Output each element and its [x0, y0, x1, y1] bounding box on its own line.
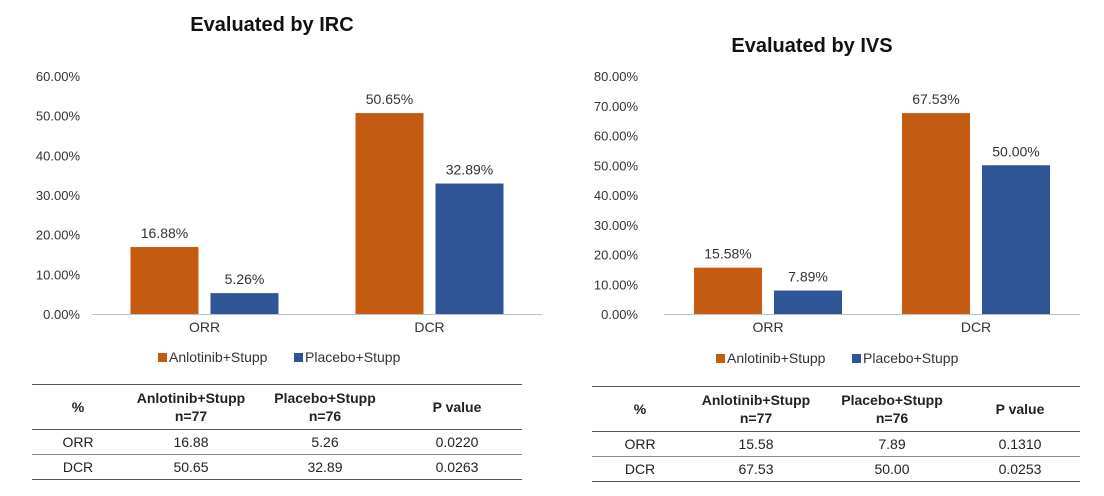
table-row: DCR 67.53 50.00 0.0253 — [592, 456, 1080, 482]
bar-anlotinib-dcr — [355, 113, 424, 314]
legend-label: Placebo+Stupp — [863, 350, 959, 366]
ivs-chart: Evaluated by IVS 0.00% 10.00% 20.00% 30.00% 4… — [594, 35, 1080, 366]
table-row: ORR 16.88 5.26 0.0220 — [32, 429, 522, 455]
data-label: 50.00% — [992, 143, 1039, 159]
data-label: 67.53% — [912, 91, 959, 107]
y-tick-label: 50.00% — [36, 109, 81, 124]
header-p-value: P value — [392, 384, 522, 430]
data-label: 16.88% — [141, 225, 188, 241]
table-cell: DCR — [592, 456, 688, 482]
legend-label: Anlotinib+Stupp — [169, 349, 268, 365]
chart-title: Evaluated by IRC — [190, 14, 353, 36]
y-tick-label: 0.00% — [601, 307, 638, 322]
y-tick-label: 10.00% — [36, 267, 81, 282]
table-header-row: % Anlotinib+Stupp n=77 Placebo+Stupp n=76 … — [32, 384, 522, 430]
legend-label: Placebo+Stupp — [305, 349, 401, 365]
data-label: 50.65% — [366, 91, 413, 107]
y-tick-label: 60.00% — [36, 69, 81, 84]
table-cell: 0.0253 — [960, 456, 1080, 482]
category-label: ORR — [752, 319, 783, 335]
legend-swatch-anlotinib — [716, 354, 725, 363]
y-tick-label: 70.00% — [594, 99, 639, 114]
data-label: 32.89% — [446, 162, 493, 178]
chart-title: Evaluated by IVS — [731, 35, 892, 57]
data-label: 7.89% — [788, 269, 828, 285]
table-cell: 50.65 — [124, 454, 258, 480]
table-cell: 32.89 — [258, 454, 392, 480]
header-anlotinib: Anlotinib+Stupp n=77 — [688, 386, 824, 432]
data-label: 5.26% — [225, 271, 265, 287]
y-tick-label: 30.00% — [36, 188, 81, 203]
data-label: 15.58% — [704, 246, 751, 262]
y-tick-label: 20.00% — [594, 248, 639, 263]
table-cell: 50.00 — [824, 456, 960, 482]
table-cell: ORR — [32, 429, 124, 455]
y-tick-label: 30.00% — [594, 218, 639, 233]
legend-label: Anlotinib+Stupp — [727, 350, 826, 366]
table-row: DCR 50.65 32.89 0.0263 — [32, 454, 522, 480]
category-label: DCR — [961, 319, 991, 335]
bar-anlotinib-orr — [130, 247, 199, 314]
header-percent: % — [32, 384, 124, 430]
header-placebo: Placebo+Stupp n=76 — [258, 384, 392, 430]
irc-panel: Evaluated by IRC 0.00% 10.00% 20.00% 30.00% 4… — [32, 14, 542, 480]
y-tick-label: 80.00% — [594, 69, 639, 84]
legend-swatch-anlotinib — [158, 353, 167, 362]
y-tick-label: 40.00% — [36, 148, 81, 163]
y-tick-label: 10.00% — [594, 277, 639, 292]
y-tick-label: 60.00% — [594, 129, 639, 144]
table-cell: ORR — [592, 431, 688, 457]
table-row: ORR 15.58 7.89 0.1310 — [592, 431, 1080, 457]
bar-placebo-dcr — [435, 183, 504, 314]
table-cell: 0.0263 — [392, 454, 522, 480]
table-header-row: % Anlotinib+Stupp n=77 Placebo+Stupp n=76 … — [592, 386, 1080, 432]
legend-swatch-placebo — [294, 353, 303, 362]
table-cell: 15.58 — [688, 431, 824, 457]
table-cell: 5.26 — [258, 429, 392, 455]
bar-anlotinib-dcr — [902, 113, 970, 314]
category-label: DCR — [414, 319, 444, 335]
ivs-panel: Evaluated by IVS 0.00% 10.00% 20.00% 30.00% 4… — [552, 0, 1104, 496]
y-tick-label: 40.00% — [594, 188, 639, 203]
table-cell: 0.1310 — [960, 431, 1080, 457]
header-placebo: Placebo+Stupp n=76 — [824, 386, 960, 432]
header-p-value: P value — [960, 386, 1080, 432]
y-tick-label: 0.00% — [43, 307, 80, 322]
header-percent: % — [592, 386, 688, 432]
table-cell: 0.0220 — [392, 429, 522, 455]
bar-anlotinib-orr — [694, 267, 762, 314]
y-tick-label: 50.00% — [594, 158, 639, 173]
table-cell: DCR — [32, 454, 124, 480]
ivs-table: % Anlotinib+Stupp n=77 Placebo+Stupp n=76 … — [592, 386, 1080, 482]
table-cell: 67.53 — [688, 456, 824, 482]
y-tick-label: 20.00% — [36, 228, 81, 243]
header-anlotinib: Anlotinib+Stupp n=77 — [124, 384, 258, 430]
table-cell: 7.89 — [824, 431, 960, 457]
bar-placebo-orr — [774, 290, 842, 314]
bar-placebo-dcr — [982, 165, 1050, 314]
category-label: ORR — [189, 319, 220, 335]
legend-swatch-placebo — [852, 354, 861, 363]
table-cell: 16.88 — [124, 429, 258, 455]
bar-placebo-orr — [210, 293, 279, 314]
irc-table: % Anlotinib+Stupp n=77 Placebo+Stupp n=76 … — [32, 384, 522, 480]
irc-chart: Evaluated by IRC 0.00% 10.00% 20.00% 30.00% 4… — [36, 14, 542, 365]
